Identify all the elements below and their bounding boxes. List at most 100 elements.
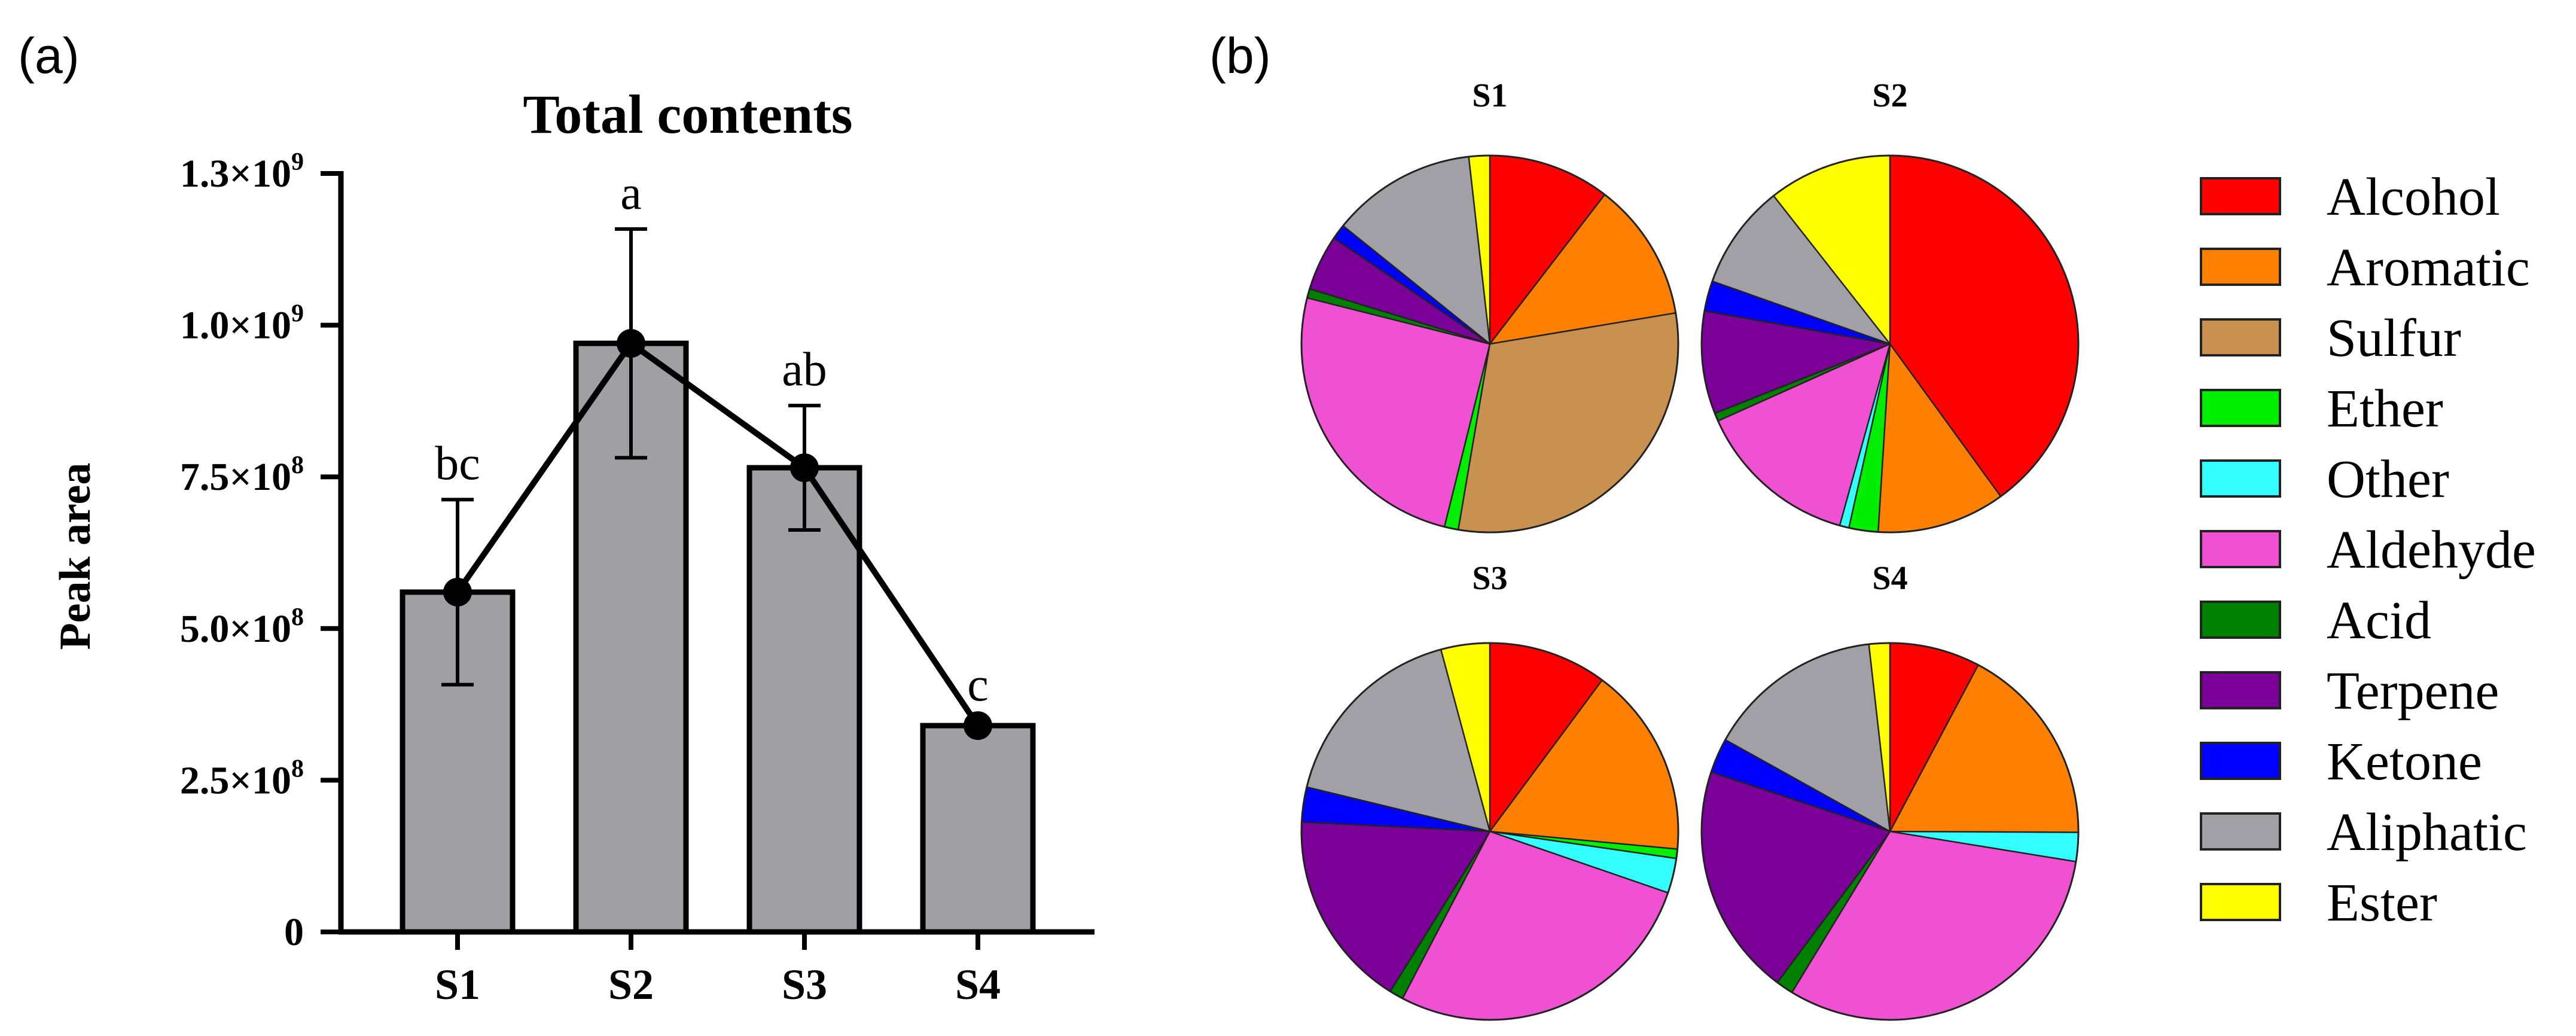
legend-swatch <box>2200 459 2281 498</box>
legend-label: Acid <box>2327 591 2431 650</box>
slice-divider <box>1868 644 1891 832</box>
pie-slice-aliphatic <box>1343 156 1490 344</box>
x-tick-label: S1 <box>435 961 480 1008</box>
pie-slice-aromatic <box>1490 194 1676 344</box>
legend-label: Ester <box>2327 873 2437 933</box>
legend-item: Ketone <box>2200 732 2482 791</box>
legend-label: Ether <box>2327 379 2443 438</box>
slice-divider <box>1711 771 1891 833</box>
slice-divider <box>1791 831 1891 993</box>
legend-swatch <box>2200 530 2281 568</box>
bar-series <box>400 340 1036 935</box>
slice-divider <box>1301 821 1490 833</box>
legend-label: Alcohol <box>2327 167 2500 227</box>
legend-item: Other <box>2200 450 2449 509</box>
slice-divider <box>1725 739 1891 833</box>
y-tick-label: 2.5×108 <box>180 755 304 802</box>
bar-s4 <box>920 723 1036 935</box>
slice-divider <box>1307 297 1490 345</box>
legend-item: Aldehyde <box>2200 520 2536 580</box>
x-tick-label: S4 <box>955 961 1001 1008</box>
legend-swatch <box>2200 812 2281 851</box>
legend-label: Aldehyde <box>2327 520 2536 580</box>
slice-divider <box>1712 280 1891 345</box>
slice-divider <box>1889 343 2002 497</box>
legend-swatch <box>2200 671 2281 709</box>
legend-swatch <box>2200 742 2281 780</box>
trend-line-path <box>455 339 981 727</box>
pie-slice-aliphatic <box>1306 649 1490 831</box>
pie-slice-aliphatic <box>1712 196 1890 344</box>
legend-item: Aliphatic <box>2200 803 2527 862</box>
chart-title: Total contents <box>523 84 852 145</box>
y-tick-label: 1.3×109 <box>180 148 304 196</box>
slice-divider <box>1489 830 1676 860</box>
pie-title: S2 <box>1872 77 1907 114</box>
slice-divider <box>1306 786 1490 833</box>
pie-slice-alcohol <box>1490 156 1605 344</box>
slice-divider <box>1489 830 1669 894</box>
significance-label: c <box>967 659 989 711</box>
pie-slice-acid <box>1777 831 1890 993</box>
slice-divider <box>1489 830 1678 850</box>
data-point-s4 <box>964 711 992 741</box>
data-point-s1 <box>443 577 472 607</box>
significance-label: bc <box>435 437 480 490</box>
slice-divider <box>1342 225 1490 345</box>
pie-slice-ketone <box>1334 226 1490 344</box>
pie-slice-aldehyde <box>1792 831 2076 1020</box>
legend-item: Alcohol <box>2200 167 2500 227</box>
slice-divider <box>1848 343 1891 528</box>
pie-slice-ester <box>1773 156 1890 344</box>
axes <box>338 171 1095 935</box>
pie-s1: S1 <box>1300 77 1679 534</box>
significance-label: ab <box>782 343 827 396</box>
pie-slice-terpene <box>1701 310 1890 413</box>
legend-swatch <box>2200 389 2281 427</box>
pie-slice-terpene <box>1309 238 1490 344</box>
legend-item: Aromatic <box>2200 238 2530 297</box>
legend-swatch <box>2200 318 2281 356</box>
slice-divider <box>1889 830 2077 863</box>
legend-item: Ester <box>2200 873 2437 933</box>
pie-s4: S4 <box>1700 560 2080 1021</box>
slice-divider <box>1401 831 1491 999</box>
pie-charts: S1 S2 S3 S4 <box>1300 77 2080 1021</box>
pie-slice-aromatic <box>1490 680 1678 849</box>
slice-divider <box>1457 343 1491 530</box>
slice-divider <box>1889 830 2079 833</box>
pie-slice-terpene <box>1701 772 1890 983</box>
pie-s3: S3 <box>1300 560 1679 1021</box>
slice-divider <box>1333 237 1490 345</box>
slice-divider <box>1489 194 1606 345</box>
pie-slice-aliphatic <box>1725 644 1890 831</box>
legend-item: Ether <box>2200 379 2443 438</box>
slice-divider <box>1440 649 1491 832</box>
significance-label: a <box>620 167 642 220</box>
pie-outline <box>1300 154 1679 534</box>
slice-divider <box>1489 312 1676 345</box>
slice-divider <box>1489 680 1603 832</box>
slice-divider <box>1889 665 1979 832</box>
pie-outline <box>1700 154 2080 534</box>
legend-label: Aromatic <box>2327 238 2530 297</box>
pie-slice-alcohol <box>1890 156 2078 496</box>
slice-divider <box>1839 343 1891 526</box>
pie-slice-alcohol <box>1890 643 1979 831</box>
legend-label: Aliphatic <box>2327 803 2527 862</box>
y-tick-label: 7.5×108 <box>180 452 304 499</box>
y-tick-label: 0 <box>284 910 304 954</box>
x-tick-label: S3 <box>782 961 827 1008</box>
pie-slice-aromatic <box>1878 344 2001 533</box>
legend-swatch <box>2200 601 2281 639</box>
legend-swatch <box>2200 177 2281 215</box>
slice-divider <box>1776 831 1891 983</box>
panel-b-label: (b) <box>1209 28 1271 84</box>
trend-line <box>443 329 992 741</box>
legend-label: Sulfur <box>2327 309 2461 368</box>
bar-s3 <box>746 465 862 935</box>
slice-divider <box>1468 156 1491 345</box>
pie-s2: S2 <box>1700 77 2080 534</box>
bar-chart: Total contents Peak area 0 2.5×108 5.0×108… <box>51 84 1095 1008</box>
